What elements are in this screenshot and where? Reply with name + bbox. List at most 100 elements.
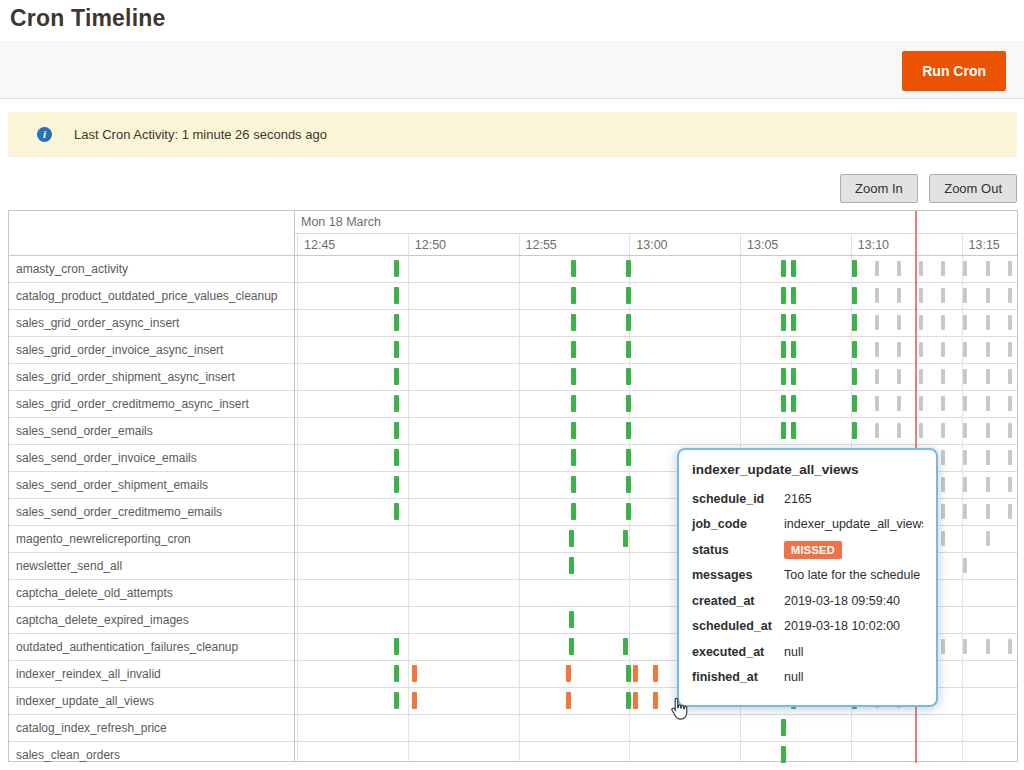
cron-tick-pending[interactable] (1008, 639, 1012, 654)
cron-tick-missed[interactable] (633, 692, 638, 709)
cron-tick-success[interactable] (626, 314, 631, 331)
cron-tick-success[interactable] (623, 530, 628, 547)
cron-tick-pending[interactable] (986, 639, 990, 654)
run-cron-button[interactable]: Run Cron (902, 51, 1006, 91)
cron-tick-pending[interactable] (919, 396, 923, 411)
cron-tick-pending[interactable] (941, 639, 945, 654)
cron-tick-success[interactable] (791, 314, 796, 331)
cron-tick-success[interactable] (394, 503, 399, 520)
cron-tick-success[interactable] (571, 476, 576, 493)
cron-tick-success[interactable] (791, 287, 796, 304)
cron-tick-success[interactable] (781, 746, 786, 763)
cron-tick-success[interactable] (571, 368, 576, 385)
cron-tick-pending[interactable] (897, 423, 901, 438)
cron-tick-pending[interactable] (963, 396, 967, 411)
cron-tick-missed[interactable] (633, 665, 638, 682)
cron-tick-pending[interactable] (897, 396, 901, 411)
cron-tick-success[interactable] (852, 422, 857, 439)
cron-tick-pending[interactable] (941, 261, 945, 276)
cron-tick-pending[interactable] (963, 369, 967, 384)
cron-tick-pending[interactable] (963, 261, 967, 276)
cron-tick-pending[interactable] (1008, 477, 1012, 492)
cron-tick-pending[interactable] (1008, 288, 1012, 303)
cron-tick-success[interactable] (791, 395, 796, 412)
cron-tick-success[interactable] (626, 665, 631, 682)
cron-tick-pending[interactable] (1008, 504, 1012, 519)
cron-tick-pending[interactable] (897, 342, 901, 357)
cron-tick-success[interactable] (626, 260, 631, 277)
cron-tick-success[interactable] (791, 422, 796, 439)
cron-tick-success[interactable] (394, 476, 399, 493)
cron-tick-success[interactable] (626, 476, 631, 493)
cron-tick-success[interactable] (626, 692, 631, 709)
cron-tick-pending[interactable] (941, 531, 945, 546)
cron-tick-success[interactable] (394, 341, 399, 358)
cron-tick-pending[interactable] (986, 396, 990, 411)
cron-tick-pending[interactable] (963, 288, 967, 303)
cron-tick-success[interactable] (569, 557, 574, 574)
cron-tick-success[interactable] (394, 368, 399, 385)
cron-tick-success[interactable] (781, 341, 786, 358)
cron-tick-pending[interactable] (963, 504, 967, 519)
cron-tick-success[interactable] (781, 719, 786, 736)
cron-tick-success[interactable] (626, 449, 631, 466)
cron-tick-missed[interactable] (412, 692, 417, 709)
cron-tick-pending[interactable] (1008, 261, 1012, 276)
cron-tick-pending[interactable] (963, 342, 967, 357)
cron-tick-pending[interactable] (919, 288, 923, 303)
cron-tick-success[interactable] (626, 368, 631, 385)
cron-tick-pending[interactable] (875, 315, 879, 330)
cron-tick-pending[interactable] (963, 423, 967, 438)
cron-tick-pending[interactable] (986, 315, 990, 330)
cron-tick-success[interactable] (571, 395, 576, 412)
cron-tick-pending[interactable] (941, 342, 945, 357)
cron-tick-success[interactable] (394, 638, 399, 655)
cron-tick-success[interactable] (571, 341, 576, 358)
cron-tick-success[interactable] (781, 287, 786, 304)
cron-tick-pending[interactable] (986, 261, 990, 276)
cron-tick-success[interactable] (852, 395, 857, 412)
cron-tick-success[interactable] (394, 665, 399, 682)
cron-tick-success[interactable] (852, 368, 857, 385)
cron-tick-missed[interactable] (653, 665, 658, 682)
cron-tick-success[interactable] (394, 260, 399, 277)
cron-tick-success[interactable] (781, 260, 786, 277)
cron-tick-success[interactable] (394, 422, 399, 439)
cron-tick-pending[interactable] (919, 423, 923, 438)
cron-tick-pending[interactable] (897, 261, 901, 276)
cron-tick-pending[interactable] (1008, 342, 1012, 357)
cron-tick-pending[interactable] (897, 315, 901, 330)
cron-tick-success[interactable] (571, 260, 576, 277)
cron-tick-pending[interactable] (919, 261, 923, 276)
zoom-out-button[interactable]: Zoom Out (929, 174, 1017, 203)
cron-tick-success[interactable] (791, 341, 796, 358)
cron-tick-pending[interactable] (963, 639, 967, 654)
cron-tick-success[interactable] (781, 395, 786, 412)
cron-tick-success[interactable] (571, 287, 576, 304)
cron-tick-pending[interactable] (875, 423, 879, 438)
cron-tick-pending[interactable] (941, 504, 945, 519)
cron-tick-pending[interactable] (919, 342, 923, 357)
cron-tick-pending[interactable] (941, 423, 945, 438)
cron-tick-success[interactable] (852, 287, 857, 304)
cron-tick-pending[interactable] (941, 450, 945, 465)
cron-tick-pending[interactable] (986, 288, 990, 303)
cron-tick-pending[interactable] (986, 504, 990, 519)
cron-tick-pending[interactable] (941, 288, 945, 303)
cron-tick-pending[interactable] (986, 531, 990, 546)
cron-tick-pending[interactable] (986, 450, 990, 465)
cron-tick-pending[interactable] (986, 369, 990, 384)
cron-tick-success[interactable] (852, 260, 857, 277)
cron-tick-pending[interactable] (986, 423, 990, 438)
cron-tick-success[interactable] (791, 260, 796, 277)
cron-tick-success[interactable] (571, 422, 576, 439)
cron-tick-pending[interactable] (941, 315, 945, 330)
zoom-in-button[interactable]: Zoom In (840, 174, 918, 203)
cron-tick-success[interactable] (781, 422, 786, 439)
cron-tick-success[interactable] (626, 341, 631, 358)
cron-tick-pending[interactable] (919, 369, 923, 384)
cron-tick-pending[interactable] (875, 261, 879, 276)
cron-tick-pending[interactable] (963, 450, 967, 465)
cron-tick-missed[interactable] (566, 665, 571, 682)
cron-tick-pending[interactable] (875, 396, 879, 411)
